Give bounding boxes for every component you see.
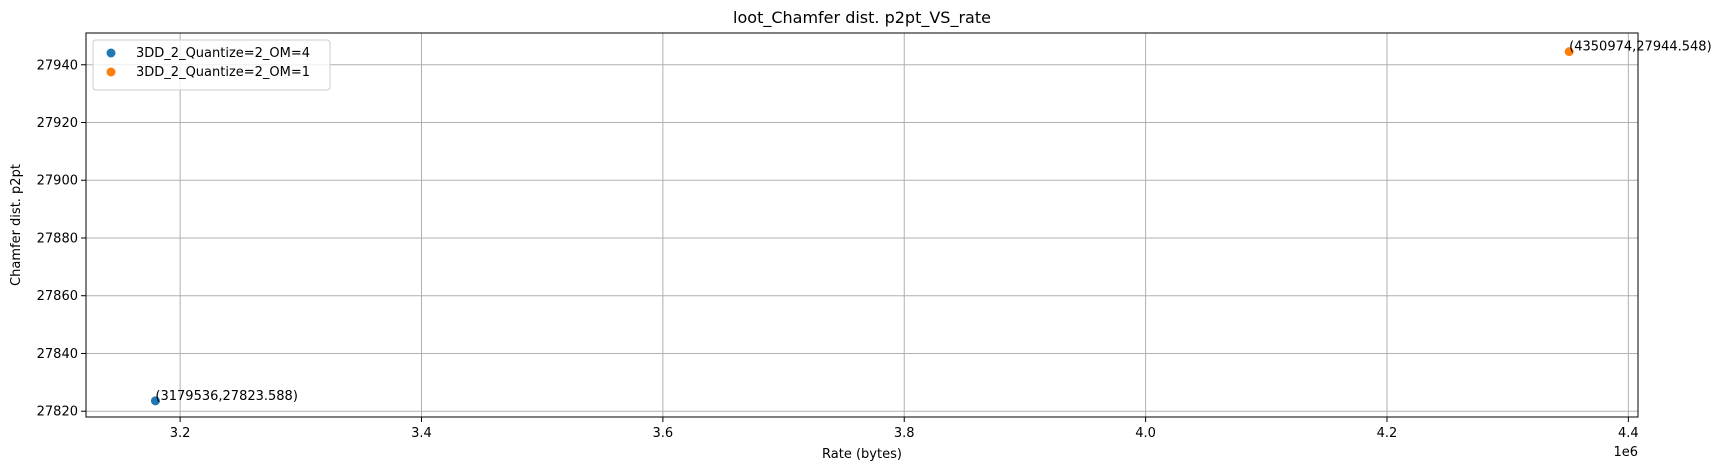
y-tick-label: 27860 — [37, 289, 78, 304]
x-tick-label: 3.6 — [653, 426, 674, 441]
plot-area-frame — [85, 32, 1639, 418]
legend: 3DD_2_Quantize=2_OM=4 3DD_2_Quantize=2_OM… — [92, 39, 331, 91]
x-axis-offset-label: 1e6 — [1613, 445, 1638, 460]
data-label: (4350974,27944.548) — [1569, 40, 1711, 55]
x-tick-label: 3.2 — [170, 426, 191, 441]
y-tick-label: 27940 — [37, 58, 78, 73]
grid — [86, 33, 1638, 417]
legend-box — [92, 39, 331, 91]
x-tick-label: 4.4 — [1618, 426, 1639, 441]
legend-label: 3DD_2_Quantize=2_OM=1 — [136, 65, 310, 80]
x-tick-label: 3.4 — [411, 426, 432, 441]
y-tick-label: 27840 — [37, 347, 78, 362]
data-point — [150, 396, 160, 406]
legend-label: 3DD_2_Quantize=2_OM=4 — [136, 46, 310, 61]
y-tick-label: 27920 — [37, 116, 78, 131]
chart-title: loot_Chamfer dist. p2pt_VS_rate — [733, 8, 991, 28]
legend-marker — [106, 67, 116, 77]
axis-ticks: 3.2 3.4 3.6 3.8 4.0 4.2 4.4 27820 27840 27860 2788… — [37, 58, 1639, 441]
x-tick-label: 4.0 — [1135, 426, 1156, 441]
x-tick-label: 4.2 — [1377, 426, 1398, 441]
y-tick-label: 27880 — [37, 231, 78, 246]
y-axis-label: Chamfer dist. p2pt — [9, 164, 24, 286]
y-tick-label: 27820 — [37, 405, 78, 420]
x-axis-label: Rate (bytes) — [822, 447, 902, 462]
y-tick-label: 27900 — [37, 174, 78, 189]
data-point — [1564, 47, 1574, 57]
data-label: (3179536,27823.588) — [155, 389, 297, 404]
data-points: (3179536,27823.588) (4350974,27944.548) — [150, 40, 1712, 406]
x-tick-label: 3.8 — [894, 426, 915, 441]
legend-marker — [106, 48, 116, 58]
